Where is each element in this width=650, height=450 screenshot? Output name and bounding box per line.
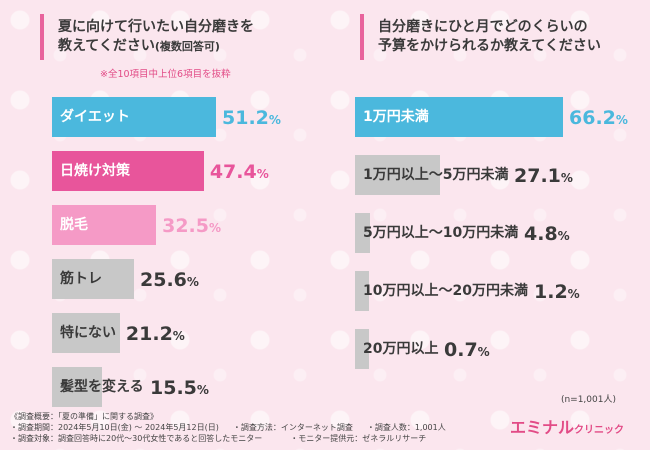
bar-category-label: ダイエット	[60, 109, 130, 125]
footer-row-2: ・調査対象：調査回答時に20代〜30代女性であると回答したモニター ・モニター提供…	[10, 433, 446, 444]
bar	[355, 97, 563, 137]
bar-row: 特にない 21.2%	[52, 313, 216, 353]
bar-category-label: 10万円以上〜20万円未満	[363, 283, 528, 299]
bar-row: 1万円未満 66.2%	[355, 97, 628, 137]
bar-category-label: 1万円未満	[363, 109, 429, 125]
left-title-suffix: (複数回答可)	[154, 40, 220, 53]
bar-row: 20万円以上 0.7%	[355, 329, 563, 369]
bar	[355, 155, 441, 195]
footer-people: ・調査人数：1,001人	[366, 423, 446, 432]
bar-row: 脱毛 32.5%	[52, 205, 221, 245]
bar	[52, 313, 120, 353]
bar-value-label: 4.8%	[524, 223, 570, 245]
bar-value-label: 21.2%	[125, 323, 185, 345]
bar-row: 5万円以上〜10万円未満 4.8%	[355, 213, 570, 253]
sample-size: (n=1,001人)	[560, 395, 616, 405]
right-chart-title: 自分磨きにひと月でどのくらいの 予算をかけられるか教えてください	[360, 14, 601, 60]
logo-sub: クリニック	[574, 425, 624, 436]
logo-main: エミナル	[509, 418, 574, 437]
bar-value-label: 25.6%	[140, 269, 199, 291]
left-title-line1: 夏に向けて行いたい自分磨きを	[58, 19, 254, 35]
bar	[52, 367, 102, 407]
bar-category-label: 5万円以上〜10万円未満	[363, 225, 519, 241]
footer-period: ・調査期間：2024年5月10日(金) 〜 2024年5月12日(日)	[10, 423, 219, 432]
bar-category-label: 髪型を変える	[60, 379, 144, 395]
footer-provider: ・モニター提供元：ゼネラルリサーチ	[290, 434, 427, 443]
clinic-logo: エミナルクリニック	[510, 414, 624, 438]
bar-row: 髪型を変える 15.5%	[52, 367, 216, 407]
left-chart-title: 夏に向けて行いたい自分磨きを 教えてください(複数回答可)	[40, 14, 254, 60]
left-title-line2: 教えてください(複数回答可)	[58, 37, 254, 56]
bar	[52, 97, 216, 137]
bar-category-label: 日焼け対策	[60, 163, 130, 179]
bar-category-label: 脱毛	[60, 217, 88, 233]
bar-row: 10万円以上〜20万円未満 1.2%	[355, 271, 580, 311]
bar-row: 1万円以上〜5万円未満 27.1%	[355, 155, 573, 195]
left-title-main: 教えてください	[58, 38, 155, 54]
bar-row: 筋トレ 25.6%	[52, 259, 216, 299]
bar-category-label: 20万円以上	[363, 341, 439, 357]
footer-row-1: ・調査期間：2024年5月10日(金) 〜 2024年5月12日(日) ・調査方法…	[10, 422, 446, 433]
right-title-line1: 自分磨きにひと月でどのくらいの	[378, 19, 588, 35]
bar-value-label: 15.5%	[150, 377, 209, 399]
bar	[52, 205, 157, 245]
right-title-line2: 予算をかけられるか教えてください	[378, 38, 601, 54]
footer-target: ・調査対象：調査回答時に20代〜30代女性であると回答したモニター	[10, 434, 263, 443]
bar-value-label: 51.2%	[222, 107, 281, 129]
bar-value-label: 32.5%	[162, 215, 222, 237]
bar	[52, 151, 204, 191]
footer-overview: 《調査概要：「夏の準備」に関する調査》	[10, 412, 158, 421]
bar-row: 日焼け対策 47.4%	[52, 151, 269, 191]
bar	[355, 213, 371, 253]
bar-value-label: 66.2%	[569, 107, 628, 129]
survey-footer: 《調査概要：「夏の準備」に関する調査》 ・調査期間：2024年5月10日(金) …	[10, 411, 446, 444]
bar-category-label: 1万円以上〜5万円未満	[363, 167, 509, 183]
bar	[355, 329, 369, 369]
bar-row: ダイエット 51.2%	[52, 97, 281, 137]
bar-value-label: 0.7%	[444, 339, 490, 361]
bar-category-label: 筋トレ	[60, 271, 102, 287]
bar-category-label: 特にない	[60, 325, 116, 341]
left-chart-note: ※全10項目中上位6項目を抜粋	[100, 69, 231, 80]
footer-method: ・調査方法：インターネット調査	[232, 423, 353, 432]
bar-value-label: 27.1%	[514, 165, 573, 187]
bar	[355, 271, 369, 311]
bar-value-label: 1.2%	[534, 281, 580, 303]
bar	[52, 259, 134, 299]
bar-value-label: 47.4%	[209, 161, 269, 183]
